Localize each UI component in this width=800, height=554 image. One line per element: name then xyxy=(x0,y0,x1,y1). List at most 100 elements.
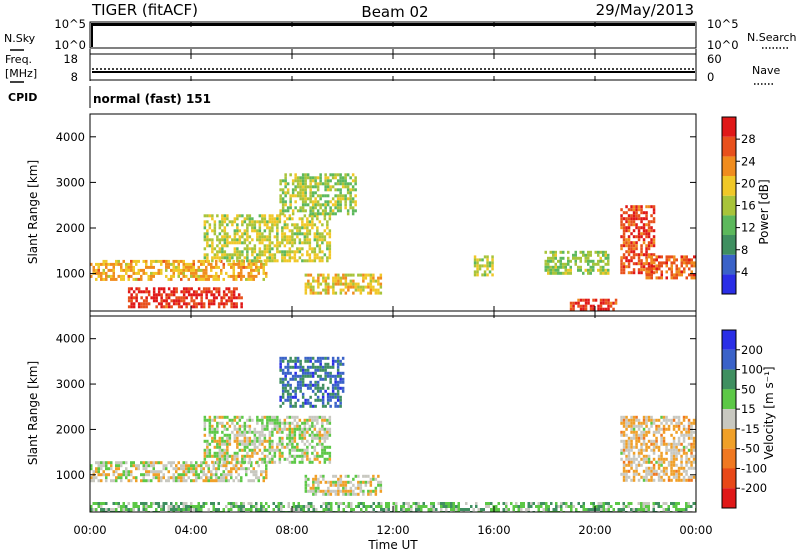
echo-cell xyxy=(630,244,633,248)
echo-cell xyxy=(324,374,327,378)
echo-cell xyxy=(288,229,292,233)
echo-cell xyxy=(140,268,143,272)
echo-cell xyxy=(127,287,131,291)
echo-cell xyxy=(223,448,227,452)
echo-cell xyxy=(210,302,213,306)
echo-cell xyxy=(652,472,656,476)
echo-cell xyxy=(410,508,413,511)
echo-cell xyxy=(690,433,693,437)
nsky-tick-bottom: 10^0 xyxy=(54,38,86,52)
echo-cell xyxy=(130,473,133,477)
echo-cell xyxy=(341,194,345,198)
echo-cell xyxy=(354,182,357,186)
echo-cell xyxy=(207,277,210,281)
echo-cell xyxy=(241,259,244,263)
echo-cell xyxy=(685,505,688,508)
echo-cell xyxy=(261,427,264,431)
echo-cell xyxy=(680,454,683,458)
echo-cell xyxy=(328,247,332,251)
echo-cell xyxy=(321,235,324,239)
echo-cell xyxy=(332,483,335,487)
echo-cell xyxy=(130,287,133,291)
echo-cell xyxy=(579,250,582,254)
echo-cell xyxy=(132,271,135,275)
echo-cell xyxy=(491,264,494,268)
echo-cell xyxy=(334,359,337,363)
echo-cell xyxy=(682,469,686,473)
echo-cell xyxy=(677,427,681,431)
echo-cell xyxy=(609,301,613,305)
echo-cell xyxy=(537,505,540,508)
echo-cell xyxy=(306,371,310,375)
echo-cell xyxy=(332,480,335,484)
echo-cell xyxy=(321,383,325,387)
echo-cell xyxy=(655,258,658,262)
echo-cell xyxy=(645,472,648,476)
echo-cell xyxy=(207,262,210,266)
echo-cell xyxy=(246,436,249,440)
echo-cell xyxy=(329,173,332,177)
echo-cell xyxy=(432,508,435,511)
echo-cell xyxy=(415,508,418,511)
echo-cell xyxy=(246,214,249,218)
echo-cell xyxy=(677,442,681,446)
echo-cell xyxy=(323,217,327,221)
echo-cell xyxy=(263,433,267,437)
echo-cell xyxy=(307,285,310,289)
echo-cell xyxy=(642,268,646,272)
echo-cell xyxy=(205,461,208,465)
echo-cell xyxy=(379,483,383,487)
echo-cell xyxy=(417,508,420,511)
echo-cell xyxy=(232,262,235,266)
echo-cell xyxy=(251,454,254,458)
echo-cell xyxy=(266,418,269,422)
echo-cell xyxy=(217,502,220,505)
echo-cell xyxy=(640,442,643,446)
echo-cell xyxy=(172,287,176,291)
echo-cell xyxy=(306,229,309,233)
echo-cell xyxy=(241,220,244,224)
echo-cell xyxy=(662,415,666,419)
echo-cell xyxy=(652,205,656,209)
echo-cell xyxy=(257,268,260,272)
echo-cell xyxy=(379,486,383,490)
echo-cell xyxy=(577,301,580,305)
echo-cell xyxy=(241,454,244,458)
echo-cell xyxy=(637,418,641,422)
echo-cell xyxy=(256,253,259,257)
echo-cell xyxy=(182,287,186,291)
echo-cell xyxy=(162,305,166,309)
echo-cell xyxy=(142,508,145,511)
echo-cell xyxy=(367,282,370,286)
echo-cell xyxy=(263,439,267,443)
echo-cell xyxy=(665,264,668,268)
echo-cell xyxy=(152,287,156,291)
echo-cell xyxy=(182,302,186,306)
echo-cell xyxy=(620,508,623,511)
echo-cell xyxy=(599,268,602,272)
echo-cell xyxy=(242,274,245,278)
echo-cell xyxy=(140,502,143,505)
echo-cell xyxy=(276,220,279,224)
echo-cell xyxy=(379,285,383,289)
echo-cell xyxy=(167,476,170,480)
echo-cell xyxy=(100,461,103,465)
echo-cell xyxy=(296,176,300,180)
echo-cell xyxy=(690,261,693,265)
echo-cell xyxy=(291,212,295,216)
echo-cell xyxy=(336,200,340,204)
echo-cell xyxy=(660,273,663,277)
echo-cell xyxy=(632,229,636,233)
echo-cell xyxy=(604,301,608,305)
echo-cell xyxy=(216,439,219,443)
echo-cell xyxy=(304,203,307,207)
echo-cell xyxy=(687,466,691,470)
echo-cell xyxy=(271,427,274,431)
echo-cell xyxy=(278,427,282,431)
echo-cell xyxy=(283,445,287,449)
echo-cell xyxy=(625,265,628,269)
echo-cell xyxy=(232,296,236,300)
echo-cell xyxy=(605,502,608,505)
echo-cell xyxy=(329,404,332,408)
echo-cell xyxy=(309,359,312,363)
